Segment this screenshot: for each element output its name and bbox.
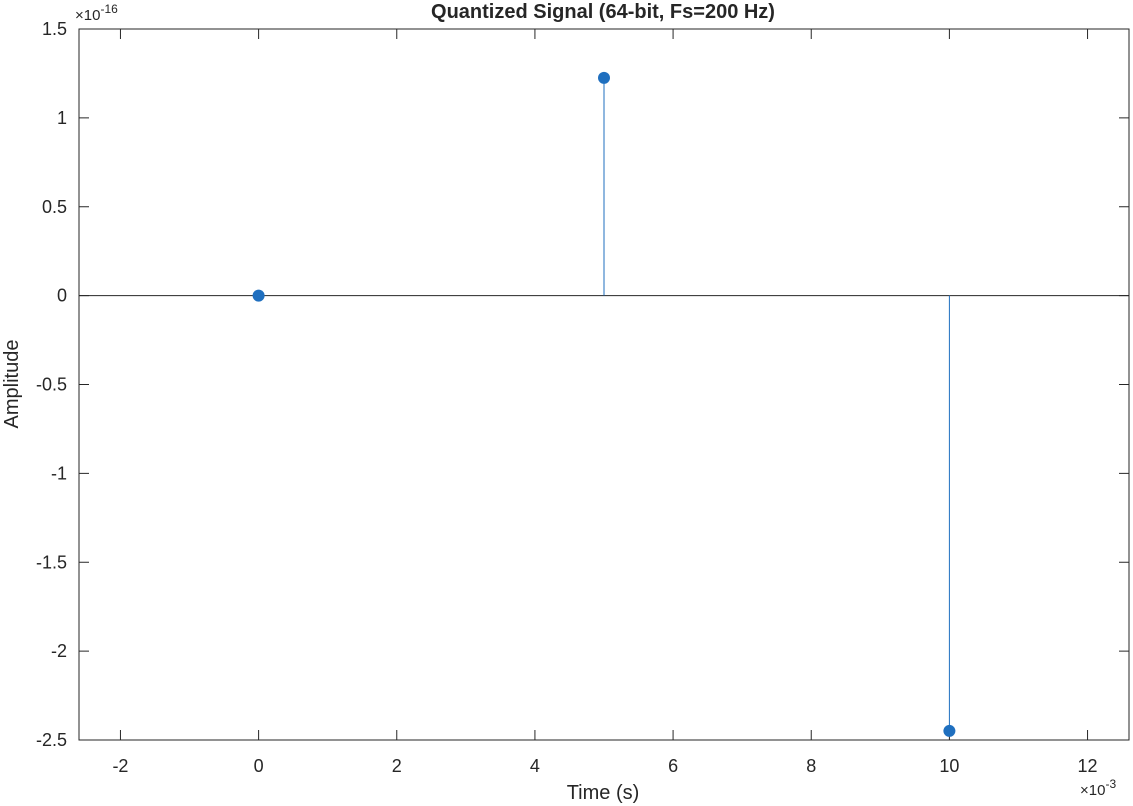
y-tick-label: -2 [51, 641, 67, 661]
stem-marker [252, 289, 265, 302]
x-multiplier-exponent: -3 [1105, 777, 1116, 791]
stems [603, 77, 950, 731]
x-tick-label: 4 [530, 756, 540, 776]
y-tick-label: 1 [57, 108, 67, 128]
x-tick-label: 0 [254, 756, 264, 776]
y-axis-label: Amplitude [1, 340, 23, 429]
y-tick-label: 0 [57, 286, 67, 306]
x-tick-label: 2 [392, 756, 402, 776]
y-tick-label: -2.5 [36, 730, 67, 750]
x-multiplier: ×10-3 [1080, 777, 1116, 799]
y-multiplier: ×10-16 [75, 2, 118, 24]
y-tick-label: 0.5 [42, 197, 67, 217]
x-axis-label: Time (s) [567, 782, 640, 804]
x-tick-labels: -2 0 2 4 6 8 10 12 [112, 756, 1097, 776]
y-tick-labels: 1.5 1 0.5 0 -0.5 -1 -1.5 -2 -2.5 [36, 19, 67, 750]
y-tick-label: -0.5 [36, 375, 67, 395]
y-tick-label: 1.5 [42, 19, 67, 39]
y-multiplier-exponent: -16 [100, 2, 118, 16]
x-tick-label: 8 [806, 756, 816, 776]
markers [252, 71, 956, 737]
x-tick-label: -2 [112, 756, 128, 776]
x-tick-label: 10 [939, 756, 959, 776]
y-tick-label: -1.5 [36, 552, 67, 572]
stem-marker [943, 724, 956, 737]
x-tick-label: 6 [668, 756, 678, 776]
stem-marker [598, 71, 610, 84]
x-multiplier-base: ×10 [1080, 782, 1105, 799]
chart-title: Quantized Signal (64-bit, Fs=200 Hz) [431, 1, 775, 23]
ticks [79, 28, 1129, 741]
y-multiplier-base: ×10 [75, 7, 100, 24]
x-tick-label: 12 [1078, 756, 1098, 776]
y-tick-label: -1 [51, 463, 67, 483]
